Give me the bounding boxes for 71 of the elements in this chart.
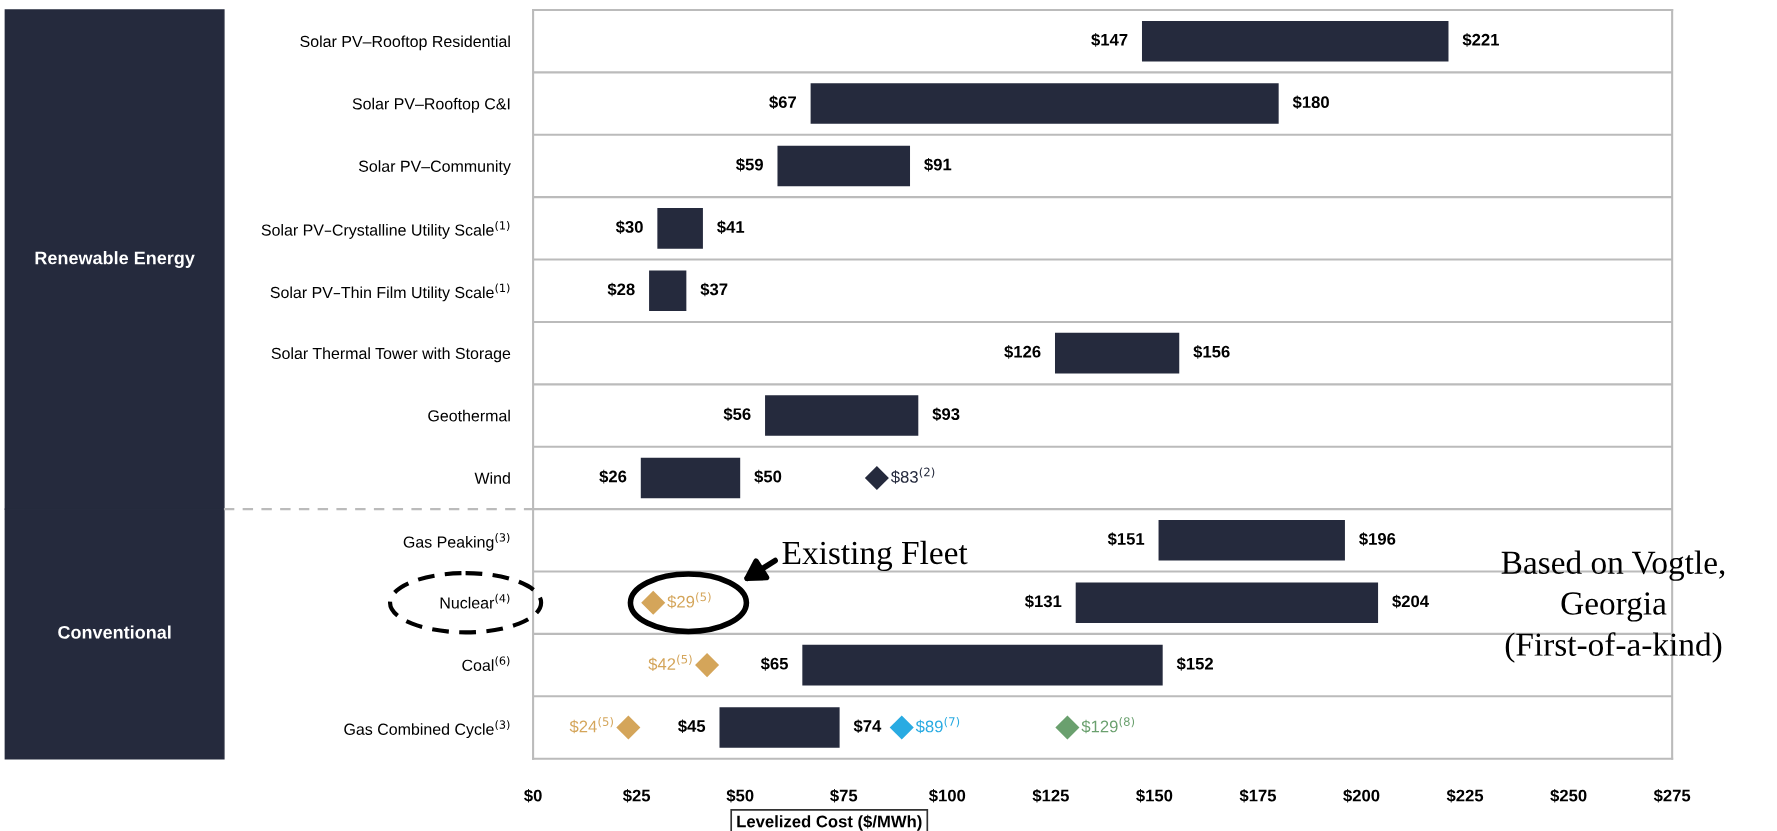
bar [1141, 20, 1449, 62]
text: $221 [1462, 33, 1499, 47]
data-label: $42$^{(5)}$ [648, 654, 692, 671]
y-tick-label: Gas Combined Cycle$^{(3)}$ [344, 720, 510, 739]
text: $45 [678, 719, 706, 734]
x-tick-label: $275 [1653, 788, 1691, 803]
text: $74 [853, 719, 882, 734]
text: $204 [1392, 594, 1429, 609]
y-tick-label: Geothermal [428, 409, 510, 422]
bar [719, 707, 840, 748]
y-tick-label: Solar PV–Rooftop C&I [352, 97, 510, 113]
y-tick-label: Nuclear$^{(4)}$ [440, 593, 510, 609]
text: $30 [615, 220, 643, 234]
text: $147 [1091, 33, 1128, 47]
x-tick-label: $0 [524, 788, 542, 803]
x-tick-label: $75 [830, 788, 858, 803]
data-label: $89$^{(7)}$ [915, 716, 960, 734]
text: $91 [924, 157, 952, 172]
bar [1075, 582, 1379, 623]
y-tick-label: Solar PV–Community [358, 160, 511, 176]
text: $93 [932, 407, 960, 422]
text: Renewable Energy [35, 251, 195, 268]
y-tick-label: Solar Thermal Tower with Storage [271, 347, 511, 363]
bar [649, 270, 687, 312]
bar [810, 83, 1279, 124]
bar [802, 644, 1163, 686]
x-tick-label: $150 [1136, 788, 1173, 803]
text: $151 [1107, 532, 1145, 546]
y-tick-label: Gas Peaking$^{(3)}$ [403, 532, 510, 551]
y-tick-label: Solar PV–Rooftop Residential [300, 35, 510, 51]
text: $131 [1024, 594, 1062, 609]
bar [640, 457, 741, 499]
data-label: $29$^{(5)}$ [667, 592, 711, 609]
annotation: Existing Fleet [782, 540, 968, 572]
text: Conventional [58, 625, 171, 639]
text: $126 [1004, 345, 1041, 359]
bar [777, 145, 911, 187]
annotation: Based on Vogtle, Georgia (First-of-a-kind) [1501, 550, 1725, 663]
text: $37 [700, 282, 728, 297]
text: $41 [717, 220, 745, 234]
bar [657, 208, 703, 249]
text: $65 [760, 657, 788, 671]
text: $67 [769, 95, 796, 110]
text: $156 [1193, 345, 1230, 359]
text: $26 [599, 469, 627, 484]
y-tick-label: Solar PV–Thin Film Utility Scale$^{(1)}$ [270, 283, 510, 302]
data-label: $83$^{(2)}$ [890, 467, 935, 484]
x-tick-label: $250 [1550, 788, 1587, 803]
y-tick-label: Solar PV–Crystalline Utility Scale$^{(1)}$ [261, 221, 510, 239]
x-tick-label: $175 [1239, 788, 1277, 803]
x-axis-title: Levelized Cost ($/MWh) [737, 814, 922, 831]
text: $50 [754, 469, 782, 484]
text: $196 [1359, 532, 1396, 546]
y-tick-label: Wind [474, 472, 510, 484]
data-label: $24$^{(5)}$ [569, 716, 613, 734]
x-tick-label: $50 [726, 788, 754, 803]
x-tick-label: $125 [1032, 788, 1069, 803]
data-label: $129$^{(8)}$ [1081, 716, 1135, 734]
text: $59 [736, 157, 763, 172]
x-tick-label: $225 [1446, 788, 1484, 803]
bar [1055, 332, 1180, 374]
x-tick-label: $25 [622, 788, 651, 803]
x-tick-label: $100 [928, 788, 966, 803]
x-tick-label: $200 [1343, 788, 1380, 803]
text: $180 [1292, 95, 1329, 110]
text: $152 [1176, 657, 1213, 671]
bar [765, 395, 919, 436]
text: $28 [607, 282, 635, 297]
y-tick-label: Coal$^{(6)}$ [462, 656, 510, 671]
bar [1158, 520, 1345, 561]
text: $56 [723, 407, 751, 422]
